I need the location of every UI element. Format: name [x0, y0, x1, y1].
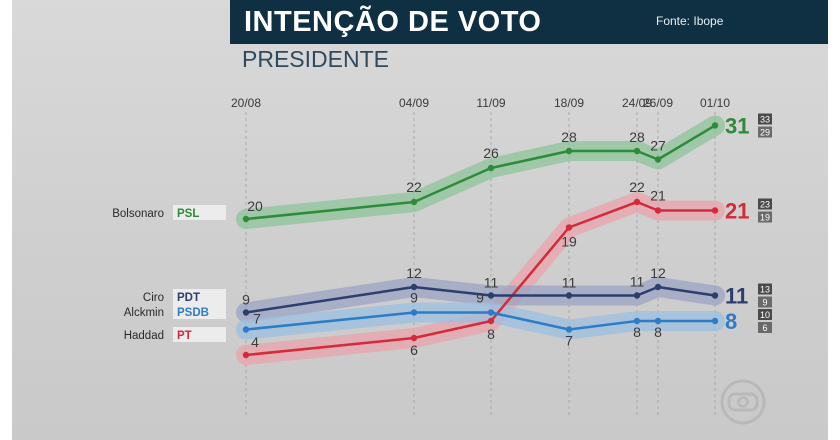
data-label-alckmin: 7	[253, 311, 261, 327]
data-label-ciro: 12	[406, 265, 422, 281]
data-point-ciro	[487, 292, 495, 299]
data-label-ciro: 9	[242, 292, 250, 308]
data-label-bolsonaro: 28	[561, 129, 577, 145]
data-label-haddad: 4	[251, 334, 259, 350]
broadcaster-logo-icon	[720, 379, 766, 425]
data-label-bolsonaro: 20	[247, 198, 263, 214]
party-tag-bg-bolsonaro	[173, 205, 226, 220]
data-point-bolsonaro	[565, 147, 573, 155]
data-label-bolsonaro: 28	[629, 129, 645, 145]
data-label-ciro: 11	[562, 275, 577, 291]
range-low-haddad: 19	[760, 213, 770, 223]
data-point-ciro	[410, 283, 418, 291]
range-box-high	[758, 309, 772, 320]
legend-name-haddad: Haddad	[124, 330, 164, 342]
legend-party-alckmin: PSDB	[177, 307, 209, 319]
data-label-alckmin: 8	[633, 324, 641, 340]
legend-name-bolsonaro: Bolsonaro	[112, 208, 164, 220]
data-point-bolsonaro	[711, 122, 719, 129]
range-high-alckmin: 10	[760, 310, 770, 320]
legend-party-ciro: PDT	[177, 292, 200, 304]
range-box-high	[758, 113, 772, 125]
title-bar: INTENÇÃO DE VOTO Fonte: Ibope	[230, 0, 828, 44]
range-high-ciro: 13	[760, 285, 770, 295]
party-tag-bg-haddad	[173, 327, 226, 342]
data-point-alckmin	[654, 317, 662, 325]
legend-party-bolsonaro: PSL	[177, 208, 199, 220]
data-point-alckmin	[487, 309, 495, 316]
x-tick-label: 04/09	[399, 96, 429, 110]
chart-title: INTENÇÃO DE VOTO	[244, 6, 542, 38]
data-label-bolsonaro: 22	[406, 179, 422, 195]
data-label-ciro: 11	[484, 275, 499, 291]
chart-subtitle: PRESIDENTE	[242, 46, 389, 72]
data-point-bolsonaro	[410, 198, 418, 206]
data-point-ciro	[654, 283, 662, 291]
x-tick-label: 26/09	[643, 96, 673, 110]
party-tag-bg-ciro	[173, 289, 226, 304]
x-tick-label: 18/09	[554, 96, 584, 110]
data-label-haddad: 19	[561, 234, 577, 250]
party-tag-bg-alckmin	[173, 304, 226, 319]
legend-name-alckmin: Alckmin	[124, 307, 164, 319]
final-value-haddad: 21	[725, 199, 749, 224]
data-label-alckmin: 7	[565, 333, 573, 349]
data-label-haddad: 22	[629, 179, 645, 195]
data-point-alckmin	[633, 317, 641, 325]
data-point-alckmin	[565, 326, 573, 333]
source-label: Fonte: Ibope	[656, 14, 724, 28]
data-point-haddad	[711, 207, 719, 214]
final-value-alckmin: 8	[725, 309, 737, 334]
final-value-ciro: 11	[725, 284, 748, 309]
x-tick-label: 01/10	[700, 96, 730, 110]
data-label-ciro: 12	[650, 265, 666, 281]
data-point-haddad	[410, 334, 418, 342]
data-point-bolsonaro	[654, 156, 662, 163]
range-box-low	[758, 211, 772, 223]
x-tick-label: 20/08	[231, 96, 261, 110]
data-label-bolsonaro: 26	[483, 145, 499, 161]
data-label-haddad: 8	[487, 326, 495, 342]
data-point-bolsonaro	[633, 147, 641, 155]
range-low-ciro: 9	[762, 298, 767, 308]
data-point-haddad	[654, 207, 662, 214]
range-box-low	[758, 296, 772, 308]
range-box-low	[758, 126, 772, 138]
x-tick-label: 24/09	[622, 96, 652, 110]
data-point-ciro	[565, 292, 573, 299]
data-label-haddad: 21	[650, 188, 666, 204]
data-label-alckmin: 8	[654, 324, 662, 340]
range-low-bolsonaro: 29	[760, 128, 770, 138]
data-point-alckmin	[711, 317, 719, 325]
data-point-haddad	[633, 198, 641, 206]
data-point-haddad	[487, 317, 495, 325]
range-high-bolsonaro: 33	[760, 115, 770, 125]
range-box-high	[758, 198, 772, 210]
data-point-bolsonaro	[242, 215, 250, 223]
data-point-ciro	[242, 309, 250, 316]
range-high-haddad: 23	[760, 200, 770, 210]
data-point-alckmin	[242, 326, 250, 333]
range-box-low	[758, 322, 772, 333]
x-tick-label: 11/09	[476, 96, 505, 110]
data-point-haddad	[565, 224, 573, 231]
final-value-bolsonaro: 31	[725, 114, 749, 139]
data-point-bolsonaro	[487, 164, 495, 172]
data-point-haddad	[242, 351, 250, 359]
data-label-ciro: 11	[630, 274, 645, 290]
data-label-alckmin: 9	[410, 290, 418, 306]
legend-party-haddad: PT	[177, 330, 192, 342]
data-label-alckmin: 9	[476, 290, 484, 306]
range-box-high	[758, 283, 772, 295]
data-point-alckmin	[410, 309, 418, 316]
data-point-ciro	[711, 292, 719, 299]
chart-stage: 20/08 04/09 11/09 18/09 24/09 26/09 01/10 20 22 2…	[12, 0, 828, 440]
range-low-alckmin: 6	[762, 323, 767, 333]
legend-name-ciro: Ciro	[143, 292, 164, 304]
data-label-bolsonaro: 27	[650, 138, 666, 154]
data-point-ciro	[633, 292, 641, 299]
data-label-haddad: 6	[410, 342, 418, 358]
